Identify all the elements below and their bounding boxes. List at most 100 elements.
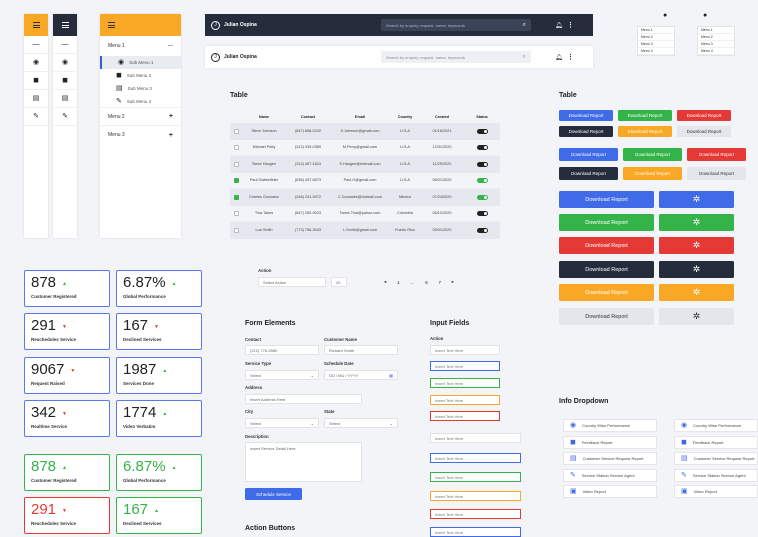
row-checkbox[interactable]: [233, 194, 239, 200]
table-row[interactable]: Paul Gabbellefer (636) 437-6573 Paul.G@gma…: [230, 173, 500, 189]
calendar-icon[interactable]: ▦: [389, 372, 393, 378]
table-row[interactable]: Steve Haugen (312) 467-1624 S.Haugen@hotma…: [230, 156, 500, 173]
search-icon[interactable]: ⌕: [522, 53, 526, 60]
text-input[interactable]: Insert Text Here: [430, 411, 500, 421]
settings-icon[interactable]: ◉: [53, 54, 77, 72]
download-report-button[interactable]: Download Report: [559, 167, 618, 180]
download-report-button[interactable]: Download Report: [559, 110, 613, 121]
info-dropdown-item[interactable]: ▤ Customer Service Request Report: [563, 452, 657, 465]
text-input[interactable]: Insert Text Here: [430, 527, 521, 537]
more-vertical-icon[interactable]: ⋮: [567, 54, 574, 61]
bell-icon[interactable]: 🔔︎: [555, 54, 563, 61]
sidebar-menu-2[interactable]: Menu 2 +: [100, 108, 181, 126]
download-report-button[interactable]: Download Report: [559, 237, 654, 254]
download-report-button[interactable]: Download Report: [623, 167, 682, 180]
sidebar-submenu-4[interactable]: ✎ Sub Menu 4: [100, 95, 181, 108]
download-report-button[interactable]: Download Report: [559, 148, 618, 161]
hamburger-menu-button[interactable]: [24, 14, 48, 36]
text-input[interactable]: Insert Text Here: [430, 491, 521, 501]
download-report-button[interactable]: Download Report: [623, 148, 682, 161]
search-icon[interactable]: ⌕: [522, 21, 526, 28]
download-report-button[interactable]: Download Report: [687, 167, 746, 180]
dropdown-item[interactable]: Menu 1: [638, 27, 674, 34]
dropdown-item[interactable]: Menu 3: [698, 41, 734, 48]
collapse-icon[interactable]: —: [24, 36, 48, 54]
page-button[interactable]: 1: [396, 279, 400, 285]
page-button[interactable]: 7: [438, 279, 441, 285]
download-report-button[interactable]: Download Report: [687, 148, 746, 161]
table-row[interactable]: Tina Tanes (847) 282-9023 Tanes.Tina@yahoo…: [230, 206, 500, 222]
column-header[interactable]: Name: [258, 114, 270, 119]
text-input[interactable]: Insert Text Here: [430, 453, 521, 463]
text-input[interactable]: Insert Text Here: [430, 509, 521, 519]
bell-icon[interactable]: ●: [703, 12, 708, 19]
contact-input[interactable]: (212) 776-5980: [245, 345, 319, 355]
info-dropdown-item[interactable]: ◉ Country Wise Performance: [674, 419, 758, 432]
service-type-select[interactable]: Select ⌄: [245, 370, 319, 380]
dropdown-item[interactable]: Menu 2: [698, 34, 734, 41]
wrench-icon[interactable]: ✎: [24, 108, 48, 126]
row-checkbox[interactable]: [233, 144, 239, 150]
column-header[interactable]: Email: [354, 114, 366, 119]
dropdown-item[interactable]: Menu 1: [698, 27, 734, 34]
table-row[interactable]: Lua Smith (773) 756-3043 L.Smith@gmail.com…: [230, 222, 500, 239]
row-checkbox[interactable]: [233, 227, 239, 233]
row-checkbox[interactable]: [233, 128, 239, 134]
search-input[interactable]: Search by enquiry, request, name, keywor…: [381, 19, 531, 31]
sidebar-submenu-3[interactable]: ▤ Sub Menu 3: [100, 82, 181, 95]
download-report-button[interactable]: Download Report: [559, 191, 654, 208]
bell-icon[interactable]: 🔔︎: [555, 22, 563, 29]
table-row[interactable]: Michael Petty (312) 339-0369 M.Perry@gmail…: [230, 140, 500, 156]
download-report-button[interactable]: Download Report: [618, 110, 672, 121]
status-toggle[interactable]: [476, 161, 488, 167]
row-checkbox[interactable]: [233, 177, 239, 183]
loading-button[interactable]: ✲: [659, 261, 734, 278]
status-toggle[interactable]: [476, 177, 488, 183]
folder-icon[interactable]: ◼: [24, 72, 48, 90]
dropdown-item[interactable]: Menu 4: [638, 48, 674, 55]
column-header[interactable]: Country: [397, 114, 413, 119]
address-input[interactable]: Insert Address Here: [245, 394, 362, 404]
download-report-button[interactable]: Download Report: [677, 110, 731, 121]
download-report-button[interactable]: Download Report: [559, 126, 613, 137]
prev-page-icon[interactable]: ◂: [384, 279, 387, 284]
loading-button[interactable]: ✲: [659, 284, 734, 301]
folder-icon[interactable]: ◼: [53, 72, 77, 90]
info-dropdown-item[interactable]: ▤ Customer Service Request Report: [674, 452, 758, 465]
status-toggle[interactable]: [476, 227, 488, 233]
info-dropdown-item[interactable]: ▣ Video Report: [563, 485, 657, 498]
status-toggle[interactable]: [476, 144, 488, 150]
text-input[interactable]: Insert Text Here: [430, 433, 521, 443]
download-report-button[interactable]: Download Report: [618, 126, 672, 137]
text-input[interactable]: Insert Text Here: [430, 395, 500, 405]
download-report-button[interactable]: Download Report: [559, 214, 654, 231]
loading-button[interactable]: ✲: [659, 214, 734, 231]
table-row[interactable]: Charles Gonzalez (248) 231-9972 C.Gonzales…: [230, 189, 500, 206]
sidebar-submenu-1[interactable]: ◉ Sub Menu 1: [100, 56, 181, 69]
city-select[interactable]: Select ⌄: [245, 418, 319, 428]
next-page-icon[interactable]: ▸: [451, 279, 454, 284]
download-report-button[interactable]: Download Report: [559, 284, 654, 301]
more-vertical-icon[interactable]: ⋮: [567, 22, 574, 29]
sidebar-menu-1[interactable]: Menu 1 —: [100, 36, 181, 56]
status-toggle[interactable]: [476, 128, 488, 134]
hamburger-menu-button[interactable]: [100, 14, 181, 36]
wrench-icon[interactable]: ✎: [53, 108, 77, 126]
status-toggle[interactable]: [476, 194, 488, 200]
loading-button[interactable]: ✲: [659, 237, 734, 254]
table-row[interactable]: Steve Johnson (847) 858-0242 S.Johnson@gma…: [230, 123, 500, 140]
download-report-button[interactable]: Download Report: [559, 308, 654, 325]
download-report-button[interactable]: Download Report: [677, 126, 731, 137]
info-dropdown-item[interactable]: ◉ Country Wise Performance: [563, 419, 657, 432]
action-select[interactable]: Select Action: [258, 277, 326, 287]
text-input[interactable]: Insert Text Here: [430, 345, 500, 355]
customer-name-input[interactable]: Richard Smith: [324, 345, 398, 355]
info-dropdown-item[interactable]: ▣ Video Report: [674, 485, 758, 498]
dropdown-item[interactable]: Menu 3: [638, 41, 674, 48]
collapse-icon[interactable]: —: [53, 36, 77, 54]
loading-button[interactable]: ✲: [659, 308, 734, 325]
info-dropdown-item[interactable]: ✎ Service Station Service Agent: [563, 468, 657, 482]
page-size-select[interactable]: 20: [331, 277, 347, 287]
dropdown-item[interactable]: Menu 2: [638, 34, 674, 41]
info-dropdown-item[interactable]: ✎ Service Station Service Agent: [674, 468, 758, 482]
